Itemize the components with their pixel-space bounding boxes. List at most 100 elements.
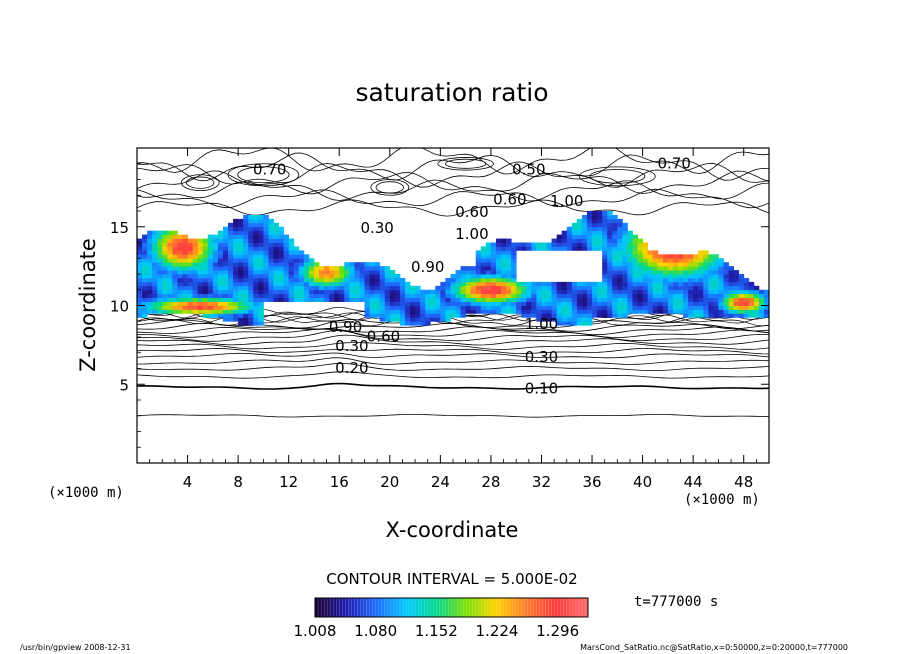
field-cell	[435, 317, 441, 322]
field-cell	[238, 309, 244, 314]
field-cell	[602, 274, 608, 279]
field-cell	[622, 230, 628, 236]
field-cell	[384, 281, 391, 287]
field-cell	[470, 277, 477, 283]
contour-label-12: 1.00	[525, 315, 558, 333]
field-cell	[288, 258, 295, 263]
field-cell	[182, 258, 188, 263]
field-cell	[617, 238, 623, 243]
field-cell	[152, 270, 158, 275]
colorbar-segment	[518, 598, 522, 617]
field-cell	[571, 246, 578, 251]
contour-line-2	[137, 371, 769, 379]
field-cell	[349, 285, 355, 291]
field-cell	[253, 274, 259, 279]
field-cell	[511, 266, 517, 271]
field-cell	[298, 254, 305, 259]
field-cell	[288, 274, 295, 279]
field-cell	[268, 262, 274, 267]
field-cell	[157, 289, 163, 295]
field-cell	[753, 293, 760, 299]
field-cell	[202, 266, 209, 271]
field-cell	[435, 309, 441, 314]
field-cell	[293, 258, 300, 263]
field-cell	[182, 242, 188, 247]
field-cell	[556, 313, 563, 318]
field-cell	[238, 277, 244, 283]
field-cell	[738, 289, 745, 295]
field-cell	[389, 274, 396, 279]
field-cell	[723, 277, 729, 283]
field-cell	[617, 250, 623, 255]
field-cell	[263, 242, 269, 247]
field-cell	[637, 266, 643, 271]
field-cell	[475, 262, 482, 267]
field-cell	[334, 274, 340, 279]
field-cell	[263, 262, 269, 267]
field-cell	[394, 277, 401, 283]
field-cell	[202, 297, 209, 302]
field-cell	[384, 313, 391, 318]
field-cell	[177, 281, 183, 287]
field-cell	[617, 277, 623, 283]
field-cell	[506, 250, 512, 255]
colorbar-segment	[445, 598, 449, 617]
field-cell	[172, 230, 178, 236]
field-cell	[303, 258, 310, 263]
field-cell	[592, 214, 598, 220]
field-cell	[192, 242, 199, 247]
field-cell	[541, 281, 547, 287]
field-cell	[354, 277, 360, 283]
field-cell	[627, 297, 633, 302]
field-cell	[238, 317, 244, 322]
field-cell	[642, 301, 649, 306]
field-cell	[536, 313, 542, 318]
field-cell	[217, 301, 224, 306]
field-cell	[202, 254, 209, 259]
field-cell	[480, 262, 487, 267]
field-cell	[243, 301, 249, 306]
field-cell	[586, 246, 593, 251]
field-cell	[222, 258, 229, 263]
field-cell	[667, 274, 674, 279]
field-cell	[586, 230, 593, 236]
field-cell	[248, 297, 254, 302]
field-cell	[607, 293, 613, 299]
field-cell	[258, 242, 264, 247]
field-cell	[192, 258, 199, 263]
field-cell	[283, 289, 290, 295]
field-cell	[162, 254, 168, 259]
field-cell	[222, 242, 229, 247]
field-cell	[238, 230, 244, 236]
field-cell	[152, 254, 158, 259]
field-cell	[238, 234, 244, 239]
field-cell	[152, 297, 158, 302]
field-cell	[197, 309, 204, 314]
x-tick-label-0: 4	[183, 473, 193, 491]
field-cell	[202, 309, 209, 314]
field-cell	[733, 301, 740, 306]
field-cell	[571, 297, 578, 302]
field-cell	[137, 254, 143, 259]
field-cell	[243, 305, 249, 310]
colorbar-tick-label-0: 1.008	[294, 622, 337, 640]
field-cell	[592, 309, 598, 314]
field-cell	[672, 254, 679, 259]
colorbar-segment	[500, 598, 504, 617]
field-cell	[763, 293, 769, 299]
field-cell	[501, 277, 507, 283]
field-cell	[511, 258, 517, 263]
field-cell	[410, 305, 416, 310]
field-cell	[152, 230, 158, 236]
field-cell	[445, 285, 451, 291]
field-cell	[728, 305, 735, 310]
field-cell	[192, 277, 199, 283]
field-cell	[253, 234, 259, 239]
field-cell	[147, 281, 153, 287]
field-cell	[490, 254, 497, 259]
field-cell	[693, 281, 699, 287]
field-cell	[222, 297, 229, 302]
field-cell	[733, 285, 740, 291]
colorbar-segment	[360, 598, 364, 617]
